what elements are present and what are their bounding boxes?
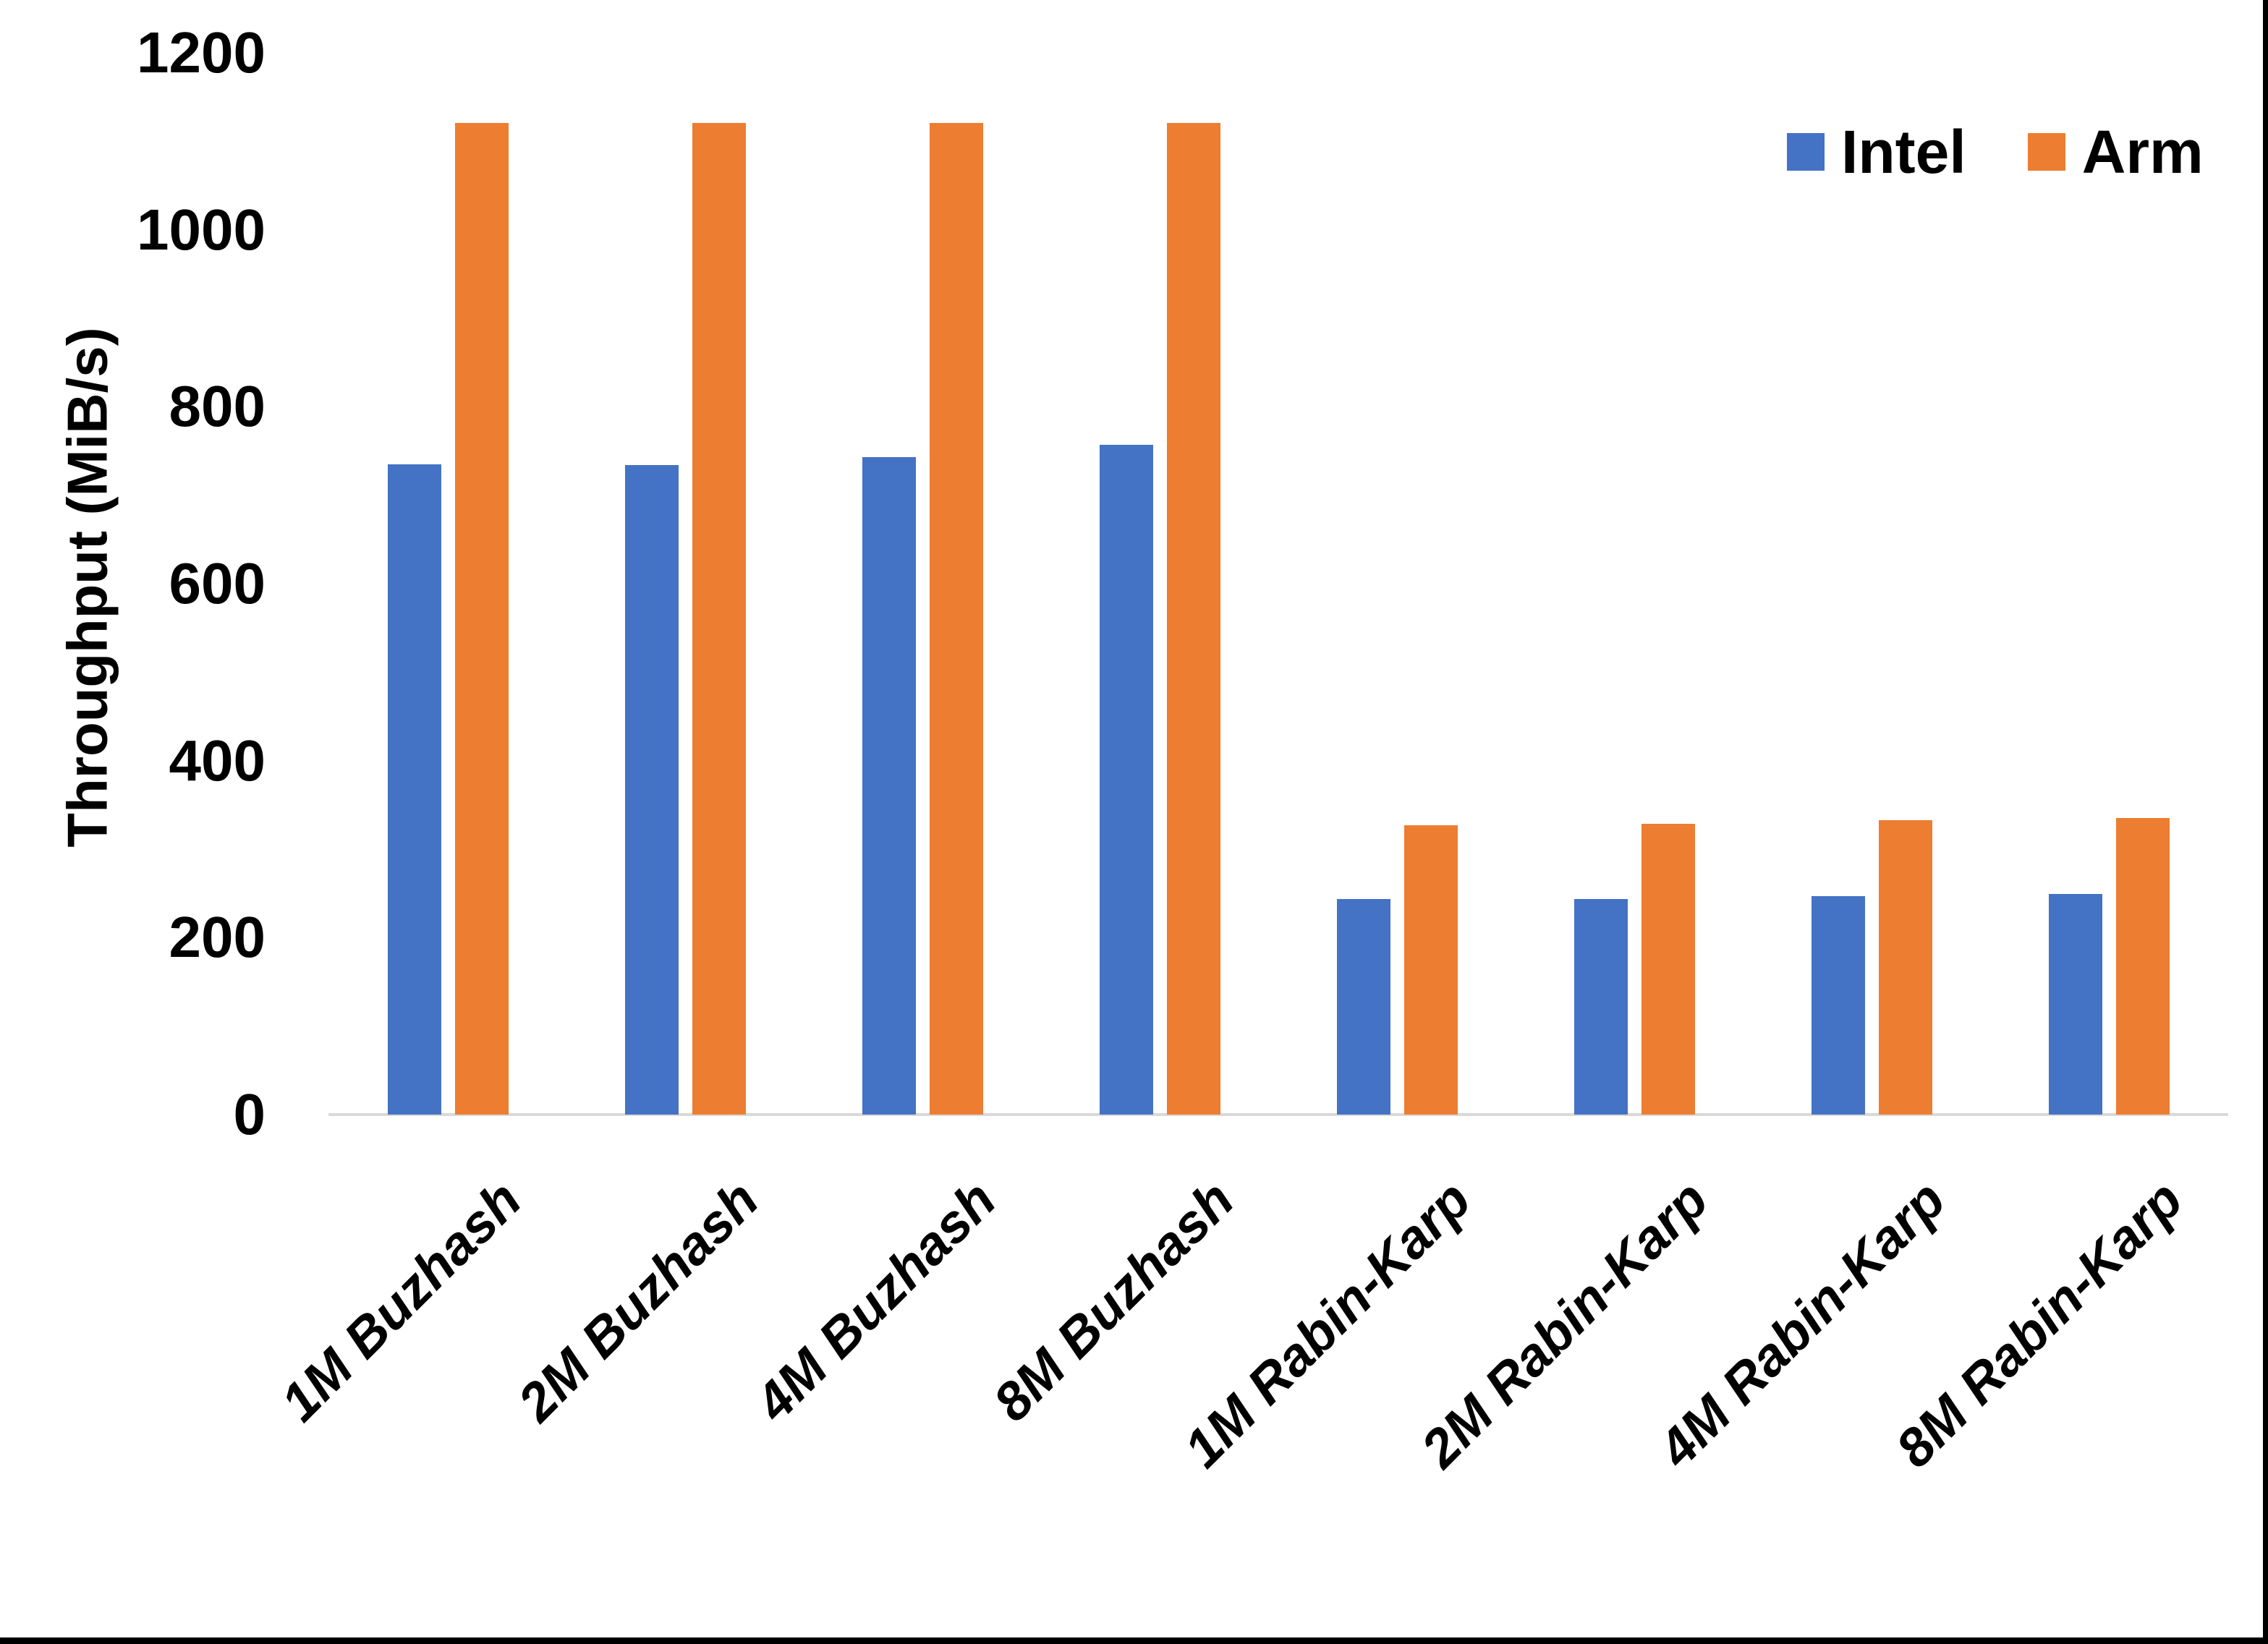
bar-intel-2m-rabin-karp <box>1574 899 1628 1115</box>
x-axis-label-8m-buzhash: 8M Buzhash <box>981 1169 1245 1433</box>
bar-arm-2m-buzhash <box>692 123 746 1115</box>
bar-arm-1m-rabin-karp <box>1404 825 1458 1115</box>
x-axis-line <box>328 1113 2228 1116</box>
y-tick-label-200: 200 <box>169 905 266 970</box>
bar-intel-4m-buzhash <box>862 457 916 1115</box>
bar-arm-8m-rabin-karp <box>2116 818 2170 1115</box>
x-axis-label-4m-buzhash: 4M Buzhash <box>744 1169 1008 1433</box>
bar-arm-2m-rabin-karp <box>1641 824 1695 1115</box>
y-tick-label-600: 600 <box>169 550 266 616</box>
bar-intel-2m-buzhash <box>625 465 679 1115</box>
legend: Intel Arm <box>1787 122 2204 182</box>
legend-swatch-arm <box>2027 133 2065 171</box>
y-tick-label-1000: 1000 <box>137 197 266 262</box>
bar-intel-8m-rabin-karp <box>2049 894 2102 1115</box>
legend-label-intel: Intel <box>1841 118 1966 186</box>
screenshot-bottom-border <box>0 1637 2268 1644</box>
bar-arm-4m-rabin-karp <box>1879 820 1932 1115</box>
x-axis-label-1m-buzhash: 1M Buzhash <box>269 1169 533 1433</box>
y-tick-label-1200: 1200 <box>137 20 266 85</box>
bar-arm-1m-buzhash <box>455 123 509 1115</box>
legend-swatch-intel <box>1787 133 1825 171</box>
screenshot-right-border <box>2263 0 2268 1644</box>
bar-intel-4m-rabin-karp <box>1812 896 1865 1115</box>
y-tick-label-800: 800 <box>169 374 266 439</box>
y-tick-label-0: 0 <box>233 1082 266 1146</box>
y-tick-label-400: 400 <box>169 728 266 793</box>
bar-intel-1m-rabin-karp <box>1337 899 1390 1115</box>
x-axis-label-2m-buzhash: 2M Buzhash <box>506 1169 770 1433</box>
bar-arm-8m-buzhash <box>1167 123 1220 1115</box>
bar-arm-4m-buzhash <box>930 123 983 1115</box>
legend-label-arm: Arm <box>2081 118 2204 186</box>
bar-intel-1m-buzhash <box>388 464 441 1115</box>
bar-intel-8m-buzhash <box>1100 445 1153 1115</box>
